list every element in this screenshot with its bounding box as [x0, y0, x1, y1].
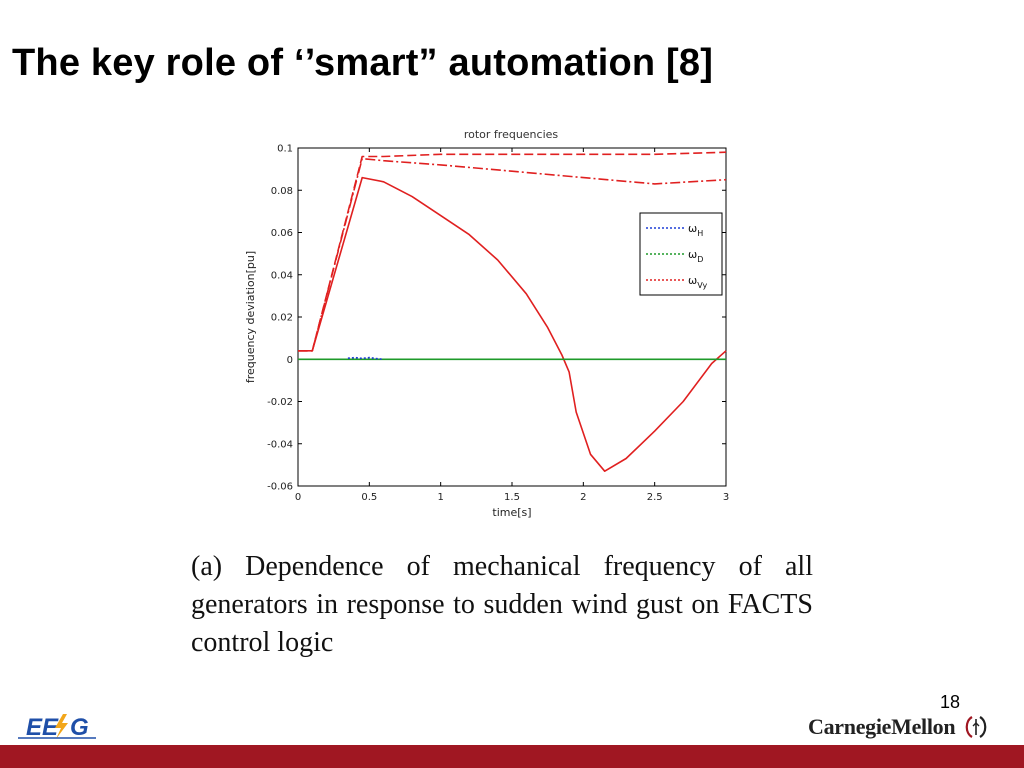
rotor-frequency-chart: rotor frequencies 0 0.5 1 1.5 2 2.5 3 -0.06-0.… — [244, 128, 729, 519]
carnegie-mellon-logo: CarnegieMellon — [808, 712, 991, 742]
svg-text:G: G — [70, 714, 89, 741]
rotor-frequency-figure: rotor frequencies 0 0.5 1 1.5 2 2.5 3 -0.06 -0.… — [236, 120, 756, 530]
x-tick-label: 1 — [437, 492, 443, 503]
eesg-logo-icon: EE G — [18, 714, 96, 741]
x-tick-label: 2.5 — [647, 492, 663, 503]
slide-title: The key role of ‘’smart” automation [8] — [12, 42, 714, 84]
x-tick-label: 3 — [723, 492, 729, 503]
x-tick-label: 1.5 — [504, 492, 520, 503]
series-lines — [298, 151, 727, 473]
series-line-3 — [298, 157, 727, 352]
carnegie-mellon-wordmark: CarnegieMellon — [808, 714, 956, 739]
svg-text:EE: EE — [26, 714, 59, 741]
legend-box — [639, 212, 723, 296]
y-tick-label: 0.04 — [271, 270, 293, 281]
chart-title: rotor frequencies — [464, 128, 559, 141]
x-tick-label: 2 — [580, 492, 586, 503]
figure-caption: (a) Dependence of mechanical frequency o… — [191, 551, 813, 658]
y-tick-label: -0.02 — [267, 397, 293, 408]
plot-area — [297, 147, 727, 487]
y-tick-label: 0 — [287, 355, 293, 366]
y-tick-label: -0.06 — [267, 482, 293, 493]
page-number: 18 — [940, 692, 961, 712]
y-tick-label: 0.08 — [271, 186, 293, 197]
cmu-crest-icon — [965, 716, 987, 738]
series-line-5 — [347, 356, 384, 361]
y-tick-label: 0.06 — [271, 228, 293, 239]
y-axis-ticks: -0.06 -0.04 -0.02 0 0.02 0.04 0.06 0.08 0.1 — [267, 144, 726, 493]
y-axis-label: frequency deviation[pu] — [244, 251, 257, 383]
y-tick-label: 0.1 — [277, 144, 293, 155]
x-tick-label: 0 — [295, 492, 301, 503]
footer-bar — [0, 745, 1024, 768]
series-line-1 — [298, 176, 727, 473]
y-tick-label: -0.04 — [267, 439, 293, 450]
x-axis-ticks: 0 0.5 1 1.5 2 2.5 3 — [295, 148, 729, 503]
eesg-logo: EE G — [8, 708, 108, 747]
x-tick-label: 0.5 — [361, 492, 377, 503]
x-axis-label: time[s] — [492, 506, 531, 519]
y-tick-label: 0.02 — [271, 313, 293, 324]
